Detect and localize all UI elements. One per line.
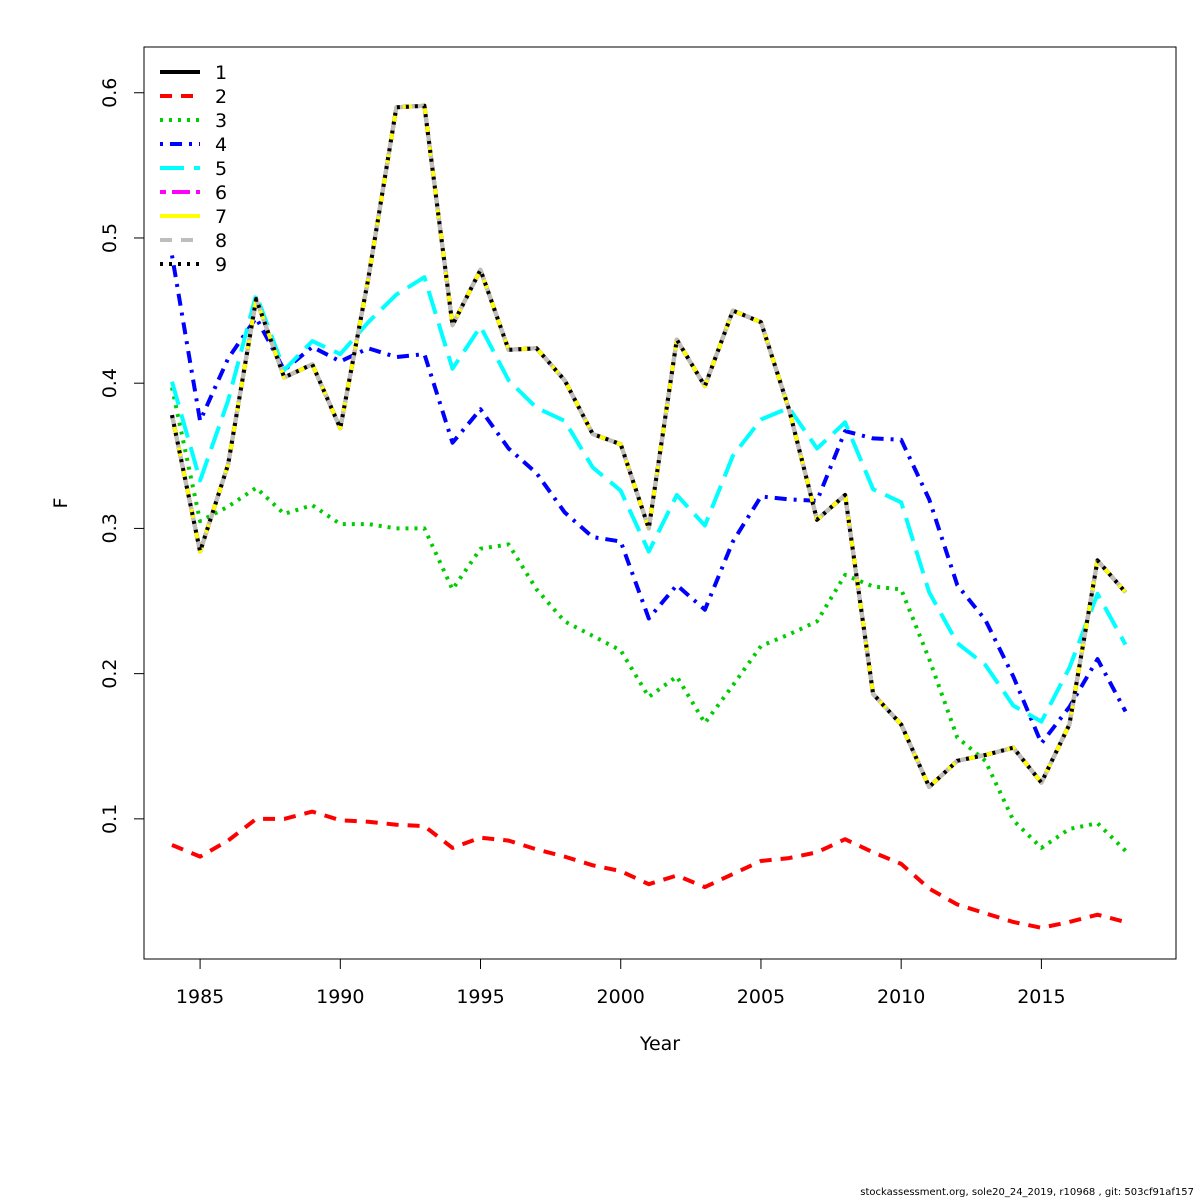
y-tick-label: 0.3 <box>99 513 121 543</box>
x-axis: 1985 1990 1995 2000 2005 2010 2015 <box>176 958 1066 1008</box>
x-tick-label: 1995 <box>456 986 504 1008</box>
y-tick-label: 0.6 <box>99 78 121 108</box>
series-line-9 <box>170 103 1128 789</box>
series-line-2 <box>171 809 1127 930</box>
series-line-8 <box>170 103 1128 789</box>
legend-label: 7 <box>215 206 227 228</box>
series-line-5 <box>170 275 1128 724</box>
x-tick-label: 1985 <box>176 986 224 1008</box>
y-tick-label: 0.1 <box>99 804 121 834</box>
x-tick-label: 2000 <box>597 986 645 1008</box>
legend-label: 6 <box>215 182 227 204</box>
legend-label: 1 <box>215 62 227 84</box>
y-tick-label: 0.5 <box>99 223 121 253</box>
y-axis: 0.1 0.2 0.3 0.4 0.5 0.6 <box>99 78 145 834</box>
y-tick-label: 0.2 <box>99 659 121 689</box>
legend-label: 3 <box>215 110 227 132</box>
legend-label: 2 <box>215 86 227 108</box>
plot-frame <box>143 46 1177 960</box>
legend-label: 5 <box>215 158 227 180</box>
series-line-7 <box>170 103 1128 789</box>
y-axis-title: F <box>50 498 72 509</box>
x-tick-label: 2005 <box>737 986 785 1008</box>
y-tick-label: 0.4 <box>99 368 121 398</box>
x-tick-label: 2015 <box>1017 986 1065 1008</box>
series-line-1 <box>170 103 1128 789</box>
x-axis-title: Year <box>639 1033 680 1055</box>
series-lines <box>170 103 1128 930</box>
x-tick-label: 2010 <box>877 986 925 1008</box>
series-line-4 <box>170 255 1128 746</box>
series-line-6 <box>170 103 1128 789</box>
legend-label: 8 <box>215 230 227 252</box>
footer-credit: stockassessment.org, sole20_24_2019, r10… <box>860 1187 1194 1198</box>
legend-label: 4 <box>215 134 227 156</box>
legend-label: 9 <box>215 254 227 276</box>
x-tick-label: 1990 <box>316 986 364 1008</box>
